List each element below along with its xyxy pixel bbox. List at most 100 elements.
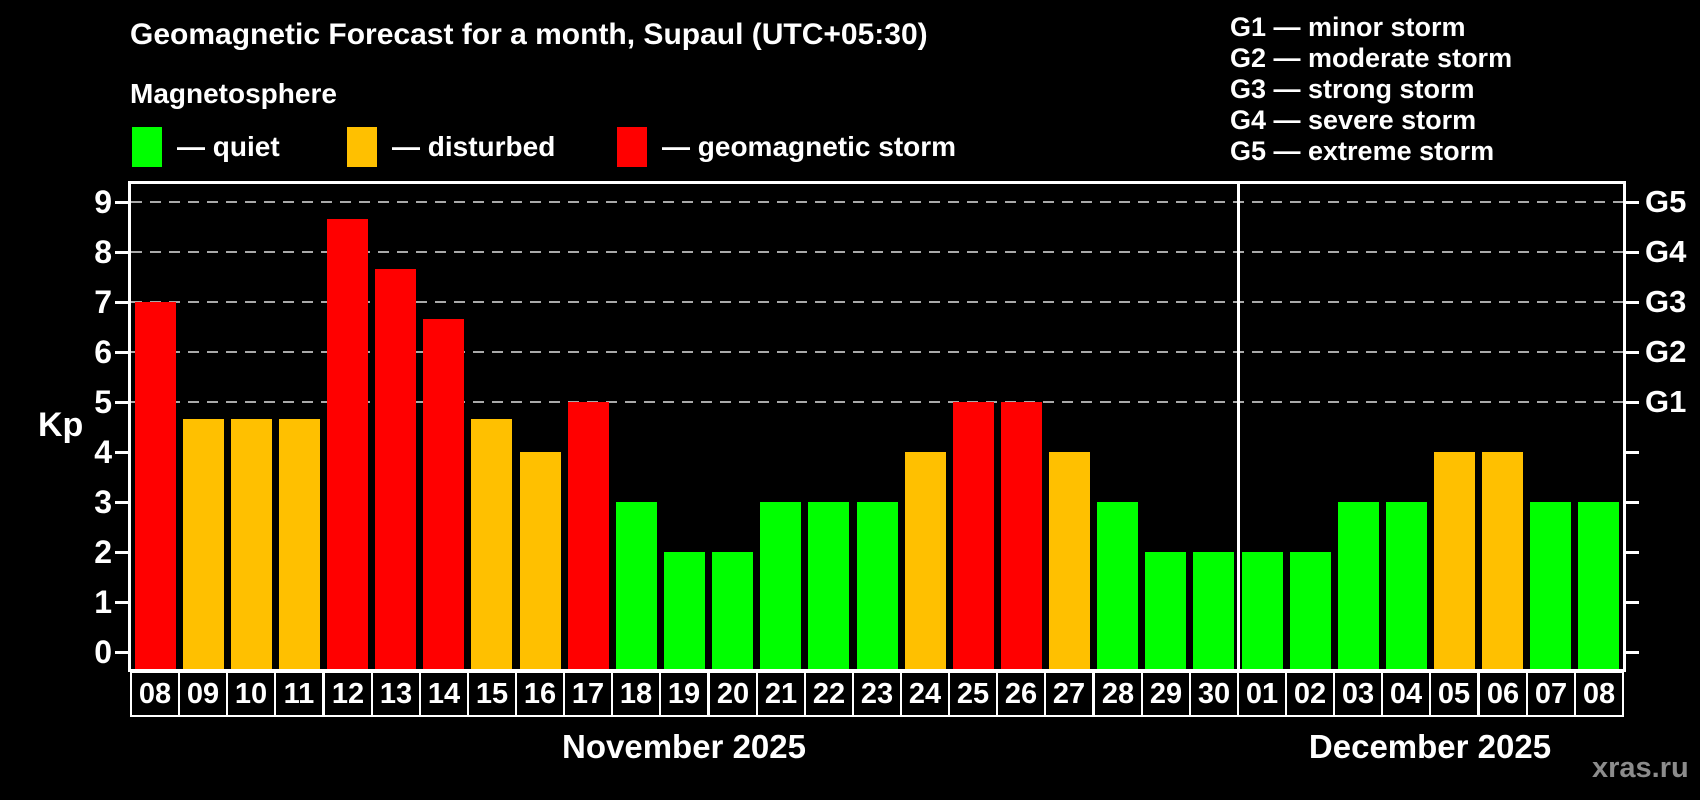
legend-swatch-quiet-icon bbox=[132, 127, 162, 167]
watermark: xras.ru bbox=[1592, 752, 1689, 784]
bar-day-01-23 bbox=[1242, 552, 1283, 669]
y-axis-tick-right-4 bbox=[1623, 451, 1639, 454]
date-label-19-11: 19 bbox=[659, 671, 709, 717]
date-label-21-13: 21 bbox=[756, 671, 806, 717]
month-label-december: December 2025 bbox=[1308, 728, 1552, 765]
month-label-november: November 2025 bbox=[562, 728, 806, 765]
bar-day-18-10 bbox=[616, 502, 657, 669]
date-label-22-14: 22 bbox=[804, 671, 854, 717]
date-label-14-6: 14 bbox=[419, 671, 469, 717]
y-axis-tick-right-7 bbox=[1623, 301, 1639, 304]
bar-day-27-19 bbox=[1049, 452, 1090, 669]
bar-day-22-14 bbox=[808, 502, 849, 669]
date-label-29-21: 29 bbox=[1141, 671, 1191, 717]
ytick-label-6: 6 bbox=[94, 334, 112, 370]
ytick-label-0: 0 bbox=[94, 634, 112, 670]
bar-day-29-21 bbox=[1145, 552, 1186, 669]
gridline-g3 bbox=[131, 301, 1623, 303]
storm-scale-line-g2: G2 — moderate storm bbox=[1230, 43, 1513, 73]
g-label-g2: G2 bbox=[1645, 334, 1687, 369]
y-axis-tick-left-4 bbox=[115, 451, 131, 454]
bar-day-12-4 bbox=[327, 219, 368, 670]
g-label-g1: G1 bbox=[1645, 384, 1687, 419]
bar-day-21-13 bbox=[760, 502, 801, 669]
ytick-label-2: 2 bbox=[94, 534, 112, 570]
g-label-g5: G5 bbox=[1645, 184, 1687, 219]
bar-day-05-27 bbox=[1434, 452, 1475, 669]
y-axis-tick-right-5 bbox=[1623, 401, 1639, 404]
date-label-16-8: 16 bbox=[515, 671, 565, 717]
y-axis-tick-right-9 bbox=[1623, 201, 1639, 204]
date-label-10-2: 10 bbox=[226, 671, 276, 717]
y-axis-tick-right-1 bbox=[1623, 601, 1639, 604]
date-label-12-4: 12 bbox=[323, 671, 373, 717]
g-label-g3: G3 bbox=[1645, 284, 1687, 319]
date-label-30-22: 30 bbox=[1189, 671, 1239, 717]
bar-day-08-0 bbox=[135, 302, 176, 669]
date-label-08-30: 08 bbox=[1574, 671, 1624, 717]
date-label-20-12: 20 bbox=[708, 671, 758, 717]
y-axis-tick-right-6 bbox=[1623, 351, 1639, 354]
date-label-06-28: 06 bbox=[1478, 671, 1528, 717]
gridline-g1 bbox=[131, 401, 1623, 403]
legend-label-quiet: — quiet bbox=[177, 131, 280, 162]
legend-swatch-disturbed-icon bbox=[347, 127, 377, 167]
bar-day-08-30 bbox=[1578, 502, 1619, 669]
y-axis-tick-left-3 bbox=[115, 501, 131, 504]
legend-swatch-storm-icon bbox=[617, 127, 647, 167]
bar-day-26-18 bbox=[1001, 402, 1042, 669]
gridline-g4 bbox=[131, 251, 1623, 253]
date-label-02-24: 02 bbox=[1285, 671, 1335, 717]
y-axis-tick-right-3 bbox=[1623, 501, 1639, 504]
y-axis-tick-right-2 bbox=[1623, 551, 1639, 554]
date-label-17-9: 17 bbox=[563, 671, 613, 717]
date-label-24-16: 24 bbox=[900, 671, 950, 717]
bar-day-06-28 bbox=[1482, 452, 1523, 669]
bar-day-07-29 bbox=[1530, 502, 1571, 669]
bar-day-11-3 bbox=[279, 419, 320, 670]
date-label-01-23: 01 bbox=[1237, 671, 1287, 717]
ytick-label-1: 1 bbox=[94, 584, 112, 620]
ytick-label-5: 5 bbox=[94, 384, 112, 420]
magnetosphere-label: Magnetosphere bbox=[130, 78, 337, 109]
date-label-04-26: 04 bbox=[1381, 671, 1431, 717]
bar-day-24-16 bbox=[905, 452, 946, 669]
storm-scale-line-g4: G4 — severe storm bbox=[1230, 105, 1477, 135]
date-label-09-1: 09 bbox=[178, 671, 228, 717]
bar-day-17-9 bbox=[568, 402, 609, 669]
storm-scale-line-g5: G5 — extreme storm bbox=[1230, 136, 1495, 166]
date-label-26-18: 26 bbox=[996, 671, 1046, 717]
date-label-11-3: 11 bbox=[274, 671, 324, 717]
date-label-05-27: 05 bbox=[1429, 671, 1479, 717]
ytick-label-7: 7 bbox=[94, 284, 112, 320]
y-axis-tick-right-0 bbox=[1623, 651, 1639, 654]
storm-scale-legend: G1 — minor storm G2 — moderate storm G3 … bbox=[1230, 12, 1512, 167]
kp-axis-label: Kp bbox=[38, 406, 84, 444]
y-axis-tick-left-8 bbox=[115, 251, 131, 254]
y-axis-tick-left-7 bbox=[115, 301, 131, 304]
ytick-label-3: 3 bbox=[94, 484, 112, 520]
bar-day-23-15 bbox=[857, 502, 898, 669]
bar-day-20-12 bbox=[712, 552, 753, 669]
ytick-label-8: 8 bbox=[94, 234, 112, 270]
bar-day-28-20 bbox=[1097, 502, 1138, 669]
gridline-g5 bbox=[131, 201, 1623, 203]
y-axis-tick-right-8 bbox=[1623, 251, 1639, 254]
bar-day-15-7 bbox=[471, 419, 512, 670]
ytick-label-9: 9 bbox=[94, 184, 112, 220]
date-label-28-20: 28 bbox=[1093, 671, 1143, 717]
date-label-25-17: 25 bbox=[948, 671, 998, 717]
y-axis-tick-left-0 bbox=[115, 651, 131, 654]
date-label-08-0: 08 bbox=[130, 671, 180, 717]
bar-day-04-26 bbox=[1386, 502, 1427, 669]
date-label-13-5: 13 bbox=[371, 671, 421, 717]
legend-label-storm: — geomagnetic storm bbox=[662, 131, 957, 162]
bar-day-25-17 bbox=[953, 402, 994, 669]
storm-scale-line-g3: G3 — strong storm bbox=[1230, 74, 1475, 104]
bar-day-09-1 bbox=[183, 419, 224, 670]
y-axis-tick-left-6 bbox=[115, 351, 131, 354]
y-axis-tick-left-9 bbox=[115, 201, 131, 204]
date-label-18-10: 18 bbox=[611, 671, 661, 717]
legend-label-disturbed: — disturbed bbox=[392, 131, 556, 162]
